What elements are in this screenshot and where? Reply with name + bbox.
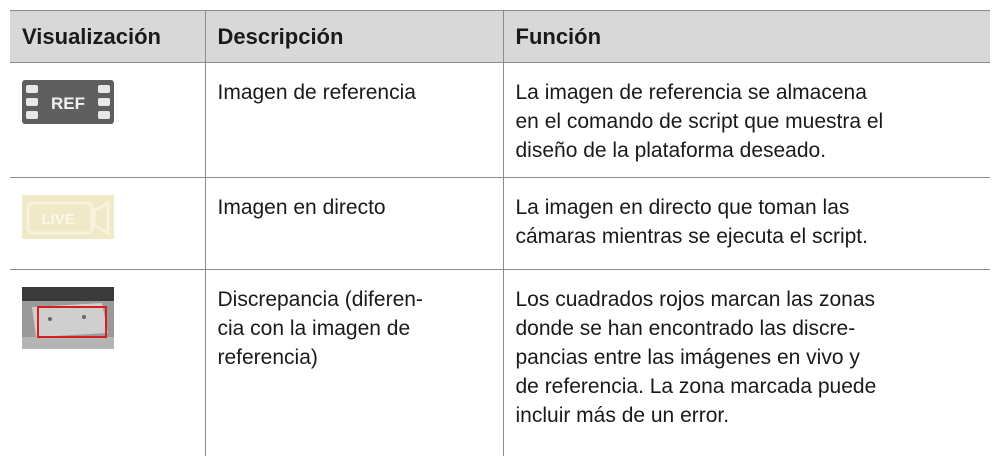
text-line: La imagen de referencia se almacena (515, 81, 867, 104)
text-line: Discrepancia (diferen- (217, 288, 423, 311)
function-cell: La imagen en directo que toman las cámar… (502, 177, 990, 270)
text-line: Los cuadrados rojos marcan las zonas (515, 288, 876, 311)
text-line: de referencia. La zona marcada puede (515, 375, 877, 398)
function-cell: La imagen de referencia se almacena en e… (502, 62, 990, 178)
text-line: donde se han encontrado las discre- (515, 317, 856, 340)
header-row: Visualización Descripción Función (10, 10, 990, 63)
live-icon: LIVE (22, 195, 114, 239)
text-line: Imagen de referencia (217, 81, 416, 104)
description-cell: Imagen en directo (204, 177, 503, 270)
icon-label: REF (51, 94, 85, 113)
icon-cell: REF (10, 63, 205, 178)
header-cell: Función (502, 10, 990, 63)
row: LIVE Imagen en directo La imagen en dire… (10, 177, 990, 270)
function-cell: Los cuadrados rojos marcan las zonas don… (502, 269, 990, 456)
ref-icon: REF (22, 80, 114, 124)
description-cell: Discrepancia (diferen- cia con la imagen… (204, 269, 503, 456)
table: Visualización Descripción Función REF (10, 10, 990, 456)
row: Discrepancia (diferen- cia con la imagen… (10, 269, 990, 456)
header-cell: Descripción (204, 10, 503, 63)
text-line: en el comando de script que muestra el (515, 110, 884, 133)
icon-label: LIVE (41, 211, 74, 228)
text-line: incluir más de un error. (515, 404, 730, 427)
text-line: Imagen en directo (217, 196, 386, 219)
text-line: La imagen en directo que toman las (515, 196, 850, 219)
text-line: cia con la imagen de (217, 317, 411, 340)
header-cell: Visualización (22, 23, 161, 49)
row: REF Imagen de referencia La imagen de re… (10, 62, 990, 178)
icon-cell: LIVE (10, 178, 205, 270)
description-cell: Imagen de referencia (204, 62, 503, 178)
discrepancy-icon (22, 287, 114, 349)
text-line: referencia) (217, 346, 318, 369)
icon-cell (10, 270, 205, 456)
text-line: cámaras mientras se ejecuta el script. (515, 225, 868, 248)
text-line: diseño de la plataforma deseado. (515, 139, 827, 162)
text-line: pancias entre las imágenes en vivo y (515, 346, 860, 369)
